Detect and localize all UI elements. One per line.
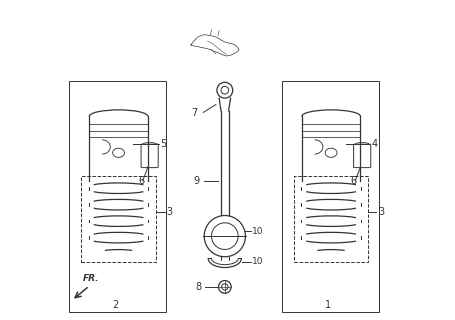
Text: 3: 3 — [377, 207, 383, 217]
Circle shape — [217, 82, 232, 98]
Text: 6: 6 — [138, 176, 144, 186]
Text: 8: 8 — [195, 282, 201, 292]
Text: FR.: FR. — [83, 275, 99, 284]
Text: 10: 10 — [252, 257, 263, 266]
Text: 2: 2 — [112, 300, 118, 309]
Circle shape — [221, 86, 228, 94]
FancyBboxPatch shape — [141, 144, 158, 168]
Text: 1: 1 — [324, 300, 330, 309]
Text: 6: 6 — [350, 176, 356, 186]
Bar — [81, 176, 156, 261]
Text: 3: 3 — [166, 207, 172, 217]
Text: 7: 7 — [191, 108, 197, 117]
Text: 10: 10 — [252, 227, 263, 236]
Text: 4: 4 — [371, 139, 377, 149]
Text: 9: 9 — [193, 176, 199, 186]
Bar — [281, 81, 378, 312]
Circle shape — [218, 281, 231, 293]
Circle shape — [221, 284, 228, 290]
Bar — [69, 81, 166, 312]
Circle shape — [204, 215, 245, 257]
FancyBboxPatch shape — [353, 144, 370, 168]
Bar — [293, 176, 368, 261]
Circle shape — [211, 223, 238, 250]
Text: 5: 5 — [160, 139, 167, 149]
